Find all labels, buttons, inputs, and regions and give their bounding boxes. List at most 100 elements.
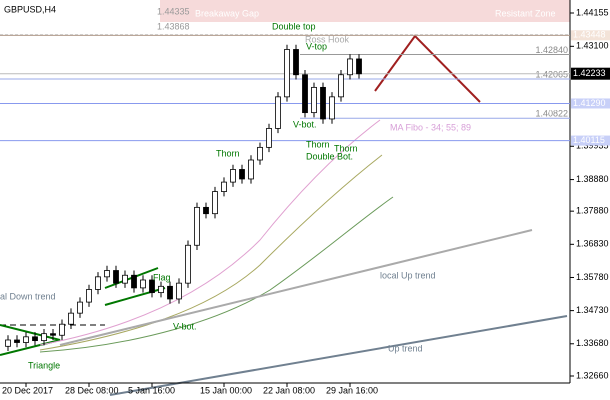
resistant-zone: [160, 0, 570, 22]
y-tick-label: 1.39935: [576, 141, 609, 151]
level-label: 1.40822: [535, 109, 568, 119]
level-label: 1.42065: [535, 69, 568, 79]
candle-body: [32, 336, 38, 342]
level-label: 1.40115: [573, 135, 605, 145]
y-tick-label: 1.32660: [576, 370, 609, 380]
candle-body: [212, 191, 218, 215]
annotation: Flag: [153, 272, 171, 282]
candle-body: [302, 74, 308, 114]
candle-body: [113, 270, 119, 284]
candle-body: [140, 279, 146, 289]
candle-body: [176, 282, 182, 300]
level-label: 1.41290: [573, 98, 606, 108]
annotation: Thorn: [306, 139, 330, 149]
annotation: Ross Hook: [305, 34, 350, 44]
candle-body: [68, 312, 74, 325]
candle-body: [284, 49, 290, 98]
ma-34: [39, 119, 381, 346]
up-trend: [109, 315, 568, 396]
candle-body: [167, 285, 173, 300]
annotation: Thorn: [334, 143, 358, 153]
y-tick-label: 1.34730: [576, 305, 609, 315]
annotation: local Up trend: [380, 270, 436, 280]
ma-55: [39, 154, 383, 351]
level-label: 1.44335: [157, 7, 190, 17]
candle-body: [131, 274, 137, 289]
candle-body: [50, 333, 56, 336]
local-up-trend: [59, 229, 533, 346]
candle-body: [329, 96, 335, 120]
annotation: Double top: [272, 21, 316, 31]
candle-body: [23, 336, 29, 343]
y-tick-label: 1.43100: [576, 41, 609, 51]
flag-bottom: [104, 287, 166, 306]
candle-body: [86, 289, 92, 303]
level-box: [571, 98, 610, 109]
candle-body: [257, 146, 263, 161]
last-price-label: 1.42233: [573, 68, 606, 78]
x-tick-label: 22 Jan 08:00: [263, 385, 315, 395]
candle-body: [239, 169, 245, 180]
x-tick-label: 29 Jan 16:00: [326, 385, 378, 395]
level-label: 1.43868: [157, 21, 190, 31]
y-tick-label: 1.44155: [576, 7, 609, 17]
x-tick-label: 5 Jan 16:00: [128, 385, 175, 395]
candle-body: [203, 206, 209, 215]
y-tick-label: 1.37880: [576, 206, 609, 216]
annotation: al Down trend: [0, 291, 56, 301]
candle-body: [5, 339, 11, 347]
annotation: V-bot.: [293, 119, 317, 129]
candle-body: [293, 49, 299, 76]
annotation: Thorn: [216, 148, 240, 158]
y-tick-label: 1.35780: [576, 272, 609, 282]
x-tick-label: 20 Dec 2017: [2, 385, 53, 395]
level-label: 1.43448: [573, 30, 606, 40]
candle-body: [275, 96, 281, 129]
candle-body: [185, 244, 191, 284]
annotation: Double Bot.: [306, 151, 353, 161]
annotation: Triangle: [28, 360, 60, 370]
annotation: MA Fibo - 34; 55; 89: [390, 122, 471, 132]
candle-body: [356, 58, 362, 75]
annotation: resistant: [527, 24, 562, 34]
level-label: 1.42840: [535, 45, 568, 55]
candle-body: [149, 279, 155, 294]
annotation: support: [533, 102, 564, 112]
annotation: Resistant Zone: [495, 8, 556, 18]
triangle: [0, 324, 61, 356]
x-tick-label: 15 Jan 00:00: [200, 385, 252, 395]
candle-body: [104, 270, 110, 278]
candle-body: [320, 86, 326, 120]
candle-body: [221, 181, 227, 192]
candle-body: [347, 58, 353, 76]
candle-body: [311, 86, 317, 114]
candle-body: [122, 274, 128, 284]
annotation: V-bot.: [173, 321, 197, 331]
level-box: [571, 135, 610, 146]
candle-body: [41, 333, 47, 342]
y-tick-label: 1.36830: [576, 239, 609, 249]
y-tick-label: 1.38880: [576, 174, 609, 184]
candle-body: [266, 128, 272, 148]
last-price-box: [571, 67, 610, 80]
candle-body: [248, 159, 254, 180]
candle-body: [338, 74, 344, 98]
candle-body: [59, 323, 65, 336]
candle-body: [95, 276, 101, 290]
candle-body: [77, 301, 83, 314]
annotation: Up trend: [388, 343, 423, 353]
y-tick-label: 1.33680: [576, 338, 609, 348]
candle-body: [194, 206, 200, 246]
forecast: [374, 34, 481, 103]
x-tick-label: 28 Dec 08:00: [65, 385, 119, 395]
chart-title: GBPUSD,H4: [4, 4, 56, 14]
annotation: Breakaway Gap: [195, 8, 259, 18]
annotation: V-top: [306, 41, 327, 51]
level-box: [571, 30, 610, 41]
ma-89: [39, 196, 394, 353]
candle-body: [230, 169, 236, 183]
candle-body: [158, 285, 164, 294]
candle-body: [14, 339, 20, 343]
